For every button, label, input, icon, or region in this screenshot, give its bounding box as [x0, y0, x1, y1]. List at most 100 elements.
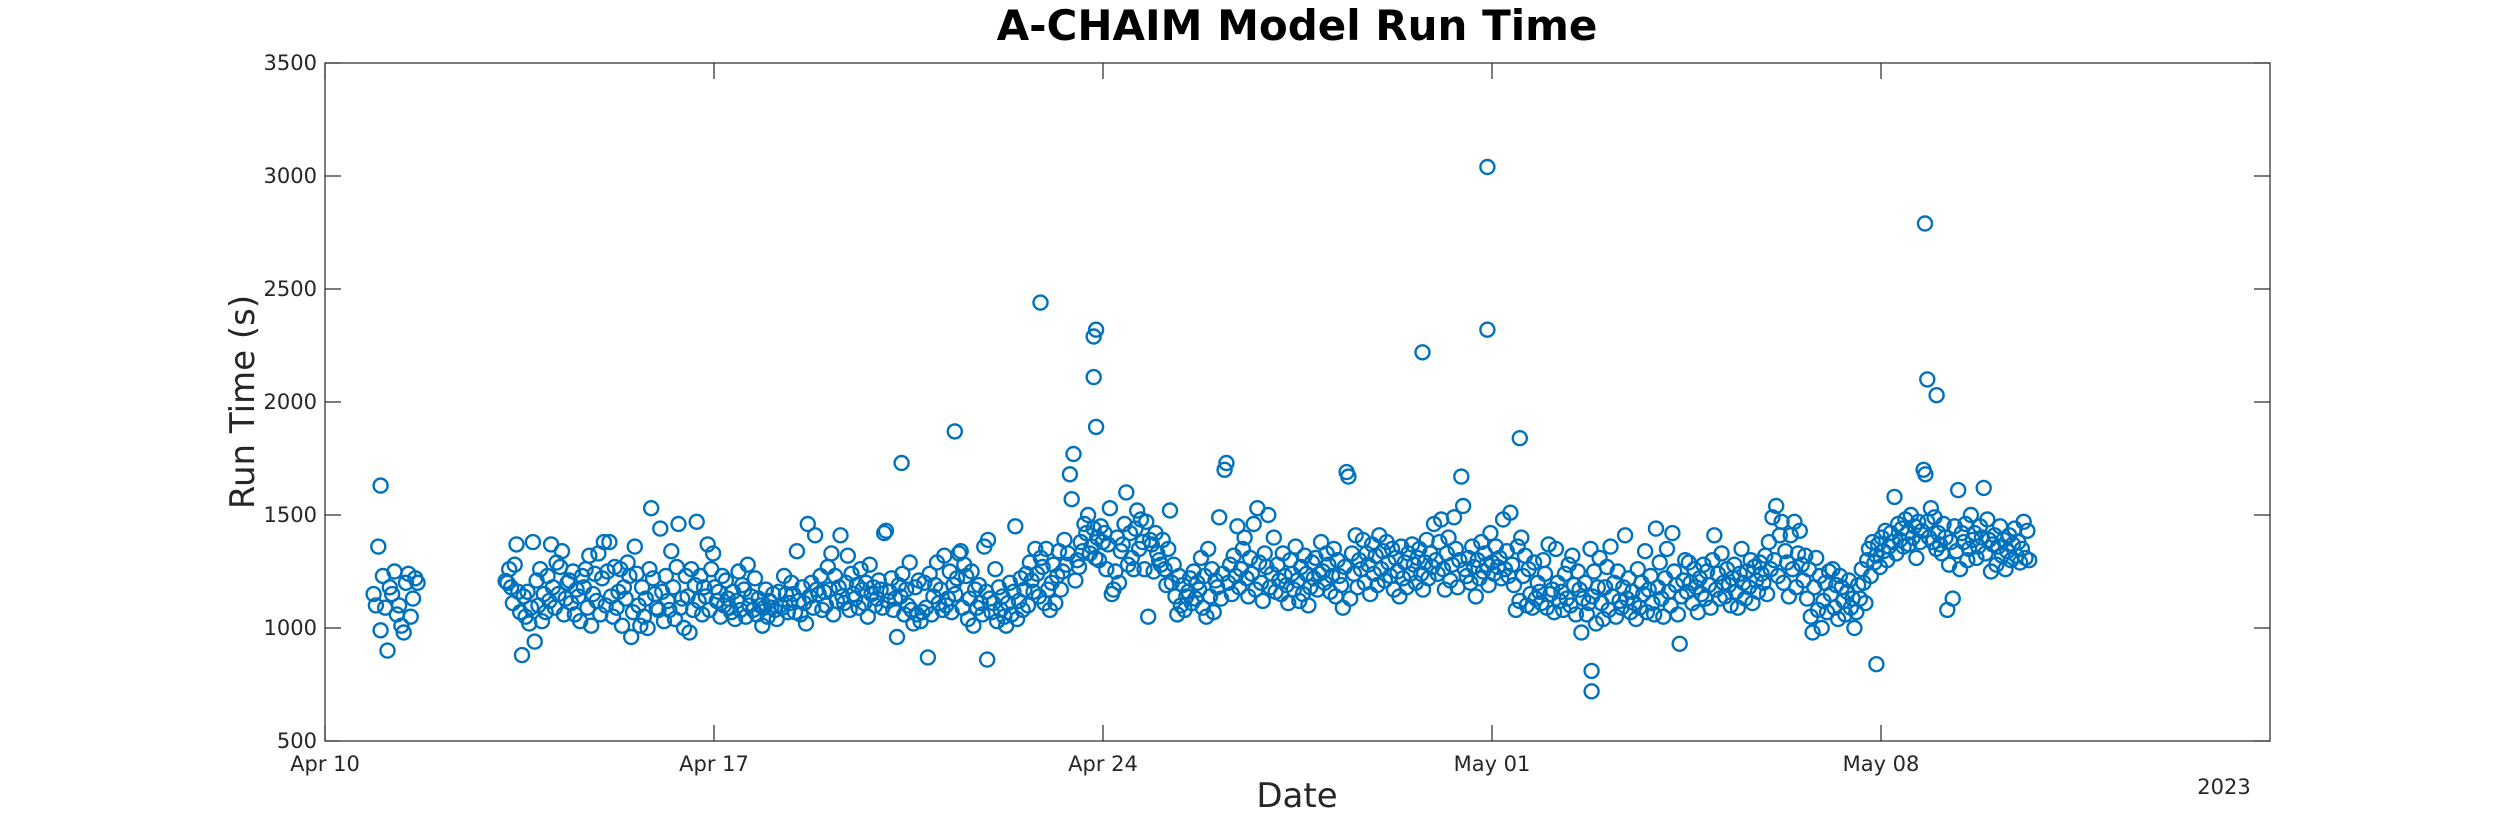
data-point [657, 567, 674, 585]
data-point [877, 522, 895, 539]
data-point [905, 615, 922, 632]
data-point [1605, 574, 1623, 591]
data-point [1722, 597, 1739, 614]
data-point [1138, 513, 1155, 530]
data-point [1589, 579, 1607, 596]
data-point [652, 520, 669, 537]
data-point [1664, 524, 1681, 542]
data-point [947, 585, 964, 603]
data-point [1007, 518, 1024, 535]
data-point [395, 624, 412, 641]
data-point [555, 606, 573, 623]
y-tick-label: 1000 [264, 616, 317, 640]
data-point [1463, 538, 1481, 555]
x-tick-label: May 08 [1843, 752, 1920, 776]
data-points [365, 158, 2038, 700]
x-tick-label: Apr 24 [1068, 752, 1138, 776]
data-point [393, 617, 410, 634]
data-point [1582, 540, 1599, 558]
data-point [1807, 549, 1825, 567]
data-point [1085, 328, 1102, 345]
data-point [717, 572, 735, 589]
data-point [383, 585, 401, 603]
data-point [1323, 567, 1341, 585]
data-point [859, 608, 876, 625]
data-point [1798, 590, 1816, 607]
y-tick-label: 2000 [264, 390, 317, 414]
data-point [372, 477, 389, 494]
data-point [1753, 565, 1770, 582]
data-point [404, 590, 422, 607]
data-point [1032, 549, 1050, 567]
data-point [522, 599, 540, 616]
data-point [916, 574, 933, 591]
chart-title: A-CHAIM Model Run Time [997, 1, 1598, 50]
data-point [633, 579, 651, 596]
data-point [1962, 506, 1980, 524]
data-point [623, 628, 640, 646]
data-point [1831, 567, 1849, 585]
x-tick-label: May 01 [1454, 752, 1531, 776]
data-point [1922, 500, 1940, 517]
data-point [1615, 579, 1632, 596]
data-point [409, 574, 426, 591]
data-point [1467, 588, 1485, 605]
data-point [1019, 597, 1037, 614]
data-point [664, 579, 682, 596]
data-point [1063, 491, 1080, 508]
data-point [1944, 590, 1961, 607]
data-point [632, 617, 649, 634]
data-point [1134, 533, 1151, 551]
x-axis: Apr 10 Apr 17 Apr 24 May 01 May 08 [290, 63, 1919, 776]
data-point [1511, 430, 1529, 447]
y-tick-label: 1500 [264, 503, 317, 527]
data-point [681, 624, 698, 641]
data-point [799, 515, 816, 533]
y-tick-label: 500 [277, 729, 317, 753]
y-tick-label: 3000 [264, 164, 317, 188]
data-point [979, 651, 996, 668]
data-point [1229, 518, 1246, 535]
data-point [1301, 579, 1319, 596]
data-point [1447, 540, 1465, 558]
data-point [643, 500, 660, 517]
data-point [1949, 481, 1967, 499]
data-point [381, 579, 398, 596]
data-point [641, 561, 658, 578]
data-point [704, 545, 722, 562]
data-point [1303, 554, 1321, 571]
data-point [1074, 543, 1091, 560]
data-point [1383, 540, 1401, 558]
data-point [1758, 585, 1776, 603]
data-point [1789, 545, 1807, 562]
data-point [639, 619, 656, 637]
data-point [1564, 547, 1581, 564]
data-point [1493, 570, 1510, 587]
data-point [1671, 635, 1688, 652]
data-point [1786, 513, 1803, 530]
data-point [1414, 344, 1431, 361]
data-point [1205, 604, 1222, 621]
data-point [1128, 502, 1146, 519]
data-point [508, 536, 525, 553]
data-point [788, 543, 806, 560]
data-point [1764, 509, 1781, 526]
data-point [1159, 540, 1177, 558]
data-point [1616, 527, 1634, 544]
data-point [1647, 520, 1665, 537]
x-axis-label: Date [1256, 776, 1337, 816]
data-point [1076, 515, 1093, 533]
data-point [948, 570, 966, 587]
data-point [581, 547, 598, 564]
data-point [2019, 522, 2036, 539]
data-point [533, 613, 551, 630]
data-point [1079, 506, 1097, 524]
data-point [608, 599, 625, 616]
data-point [1243, 565, 1261, 582]
data-point [1087, 418, 1105, 436]
data-point [888, 628, 906, 646]
data-point [1236, 529, 1253, 546]
data-point [1513, 529, 1530, 546]
data-point [1152, 556, 1170, 573]
